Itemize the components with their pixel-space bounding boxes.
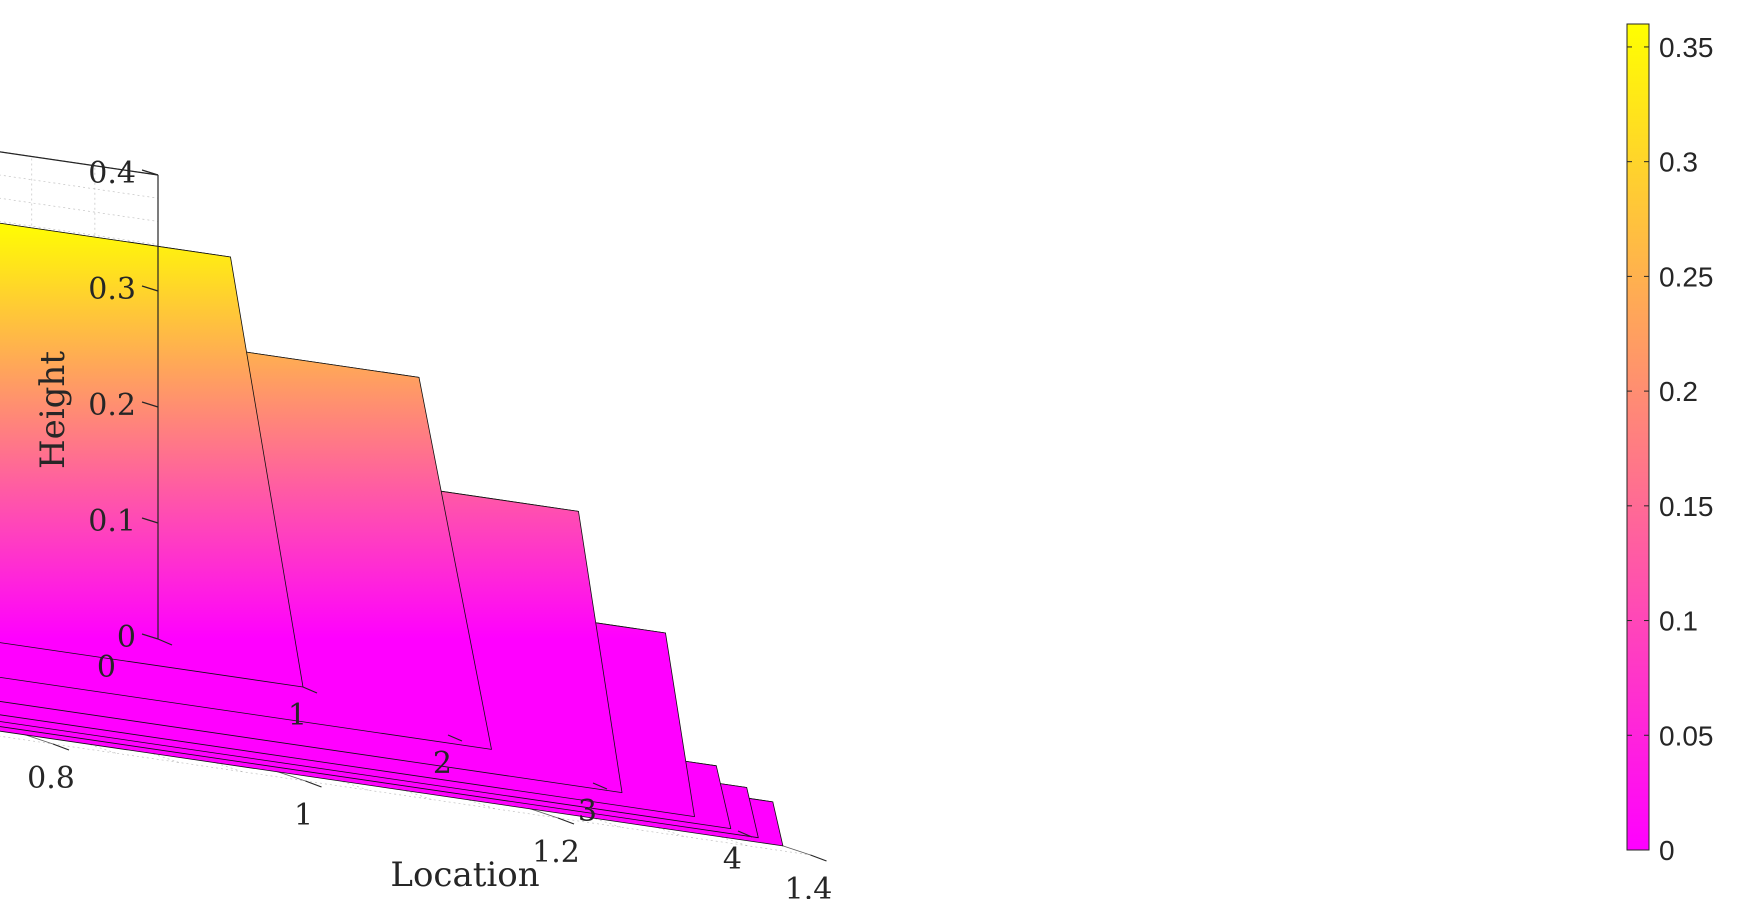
x-tick-label: 3 [578,794,597,829]
colorbar-tick-label: 0.05 [1659,720,1714,751]
colorbar-gradient [1626,23,1650,851]
z-tick-mark [141,517,159,524]
colorbar-ticks: 0 0.05 0.1 0.15 0.2 0.25 0.3 0.35 [1627,32,1714,866]
surface-ridges [0,222,784,847]
grid-line [0,151,159,176]
z-axis-label: Height [33,351,73,469]
z-tick-mark [141,633,159,640]
x-tick-label: 2 [433,746,452,781]
z-tick-mark [141,285,159,292]
y-tick-mark [52,743,70,751]
y-tick-label: 1.2 [532,835,580,870]
x-tick-label: 0 [97,650,116,685]
z-tick-label: 0.3 [88,272,136,307]
x-tick-mark [737,830,753,838]
z-tick-mark [141,401,159,408]
z-tick-mark [141,169,159,176]
y-tick-mark [810,854,827,862]
colorbar-tick-label: 0.25 [1659,261,1714,292]
y-tick-mark [557,817,575,825]
colorbar: 0 0.05 0.1 0.15 0.2 0.25 0.3 0.35 [1626,23,1714,866]
y-tick-label: 0.8 [27,761,75,796]
y-tick-label: 1.4 [785,872,833,899]
x-tick-mark [592,782,608,790]
colorbar-tick-label: 0.2 [1659,376,1698,407]
x-axis-label: Location [390,855,539,895]
colorbar-tick-label: 0 [1659,835,1675,866]
colorbar-tick-label: 0.15 [1659,491,1714,522]
colorbar-tick-label: 0.1 [1659,606,1698,637]
y-tick-label: 1 [294,798,313,833]
grid-line [0,197,159,222]
y-tick-mark [305,780,322,788]
x-tick-mark [157,638,173,646]
colorbar-tick-label: 0.3 [1659,147,1698,178]
x-tick-label: 4 [723,842,742,877]
x-tick-mark [302,686,318,694]
z-tick-label: 0.1 [88,504,136,539]
x-tick-mark [447,734,463,742]
z-tick-label: 0.2 [88,388,136,423]
frame-edge [0,151,159,176]
colorbar-tick-label: 0.35 [1659,32,1714,63]
z-tick-label: 0.4 [88,156,136,191]
z-tick-label: 0 [117,620,136,655]
x-tick-label: 1 [288,698,307,733]
